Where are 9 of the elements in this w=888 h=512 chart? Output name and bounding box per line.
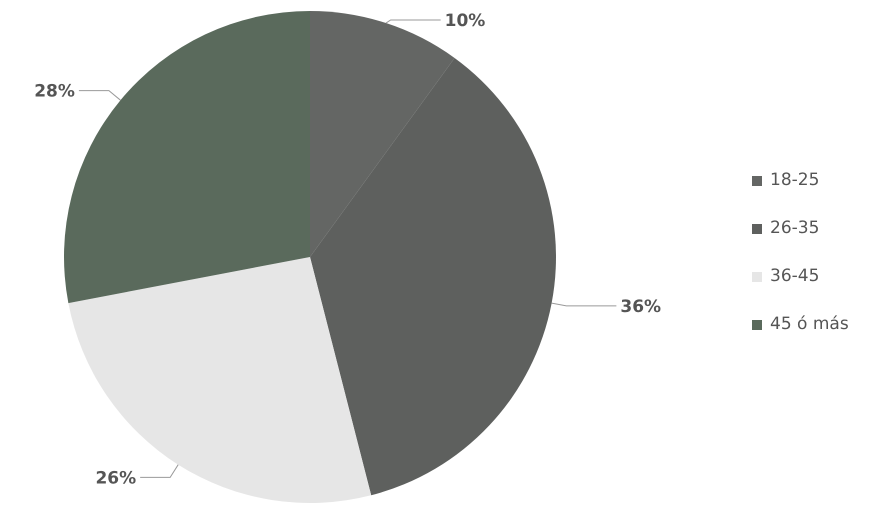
data-label: 36% [620,296,662,317]
pie-slice [68,257,372,503]
legend-label: 26-35 [770,218,820,238]
data-label: 10% [444,11,486,31]
legend-label: 18-25 [770,170,820,190]
data-label: 28% [34,82,75,102]
legend-label: 36-45 [770,266,820,286]
legend-label: 45 ó más [770,314,849,334]
data-label: 26% [95,468,136,488]
